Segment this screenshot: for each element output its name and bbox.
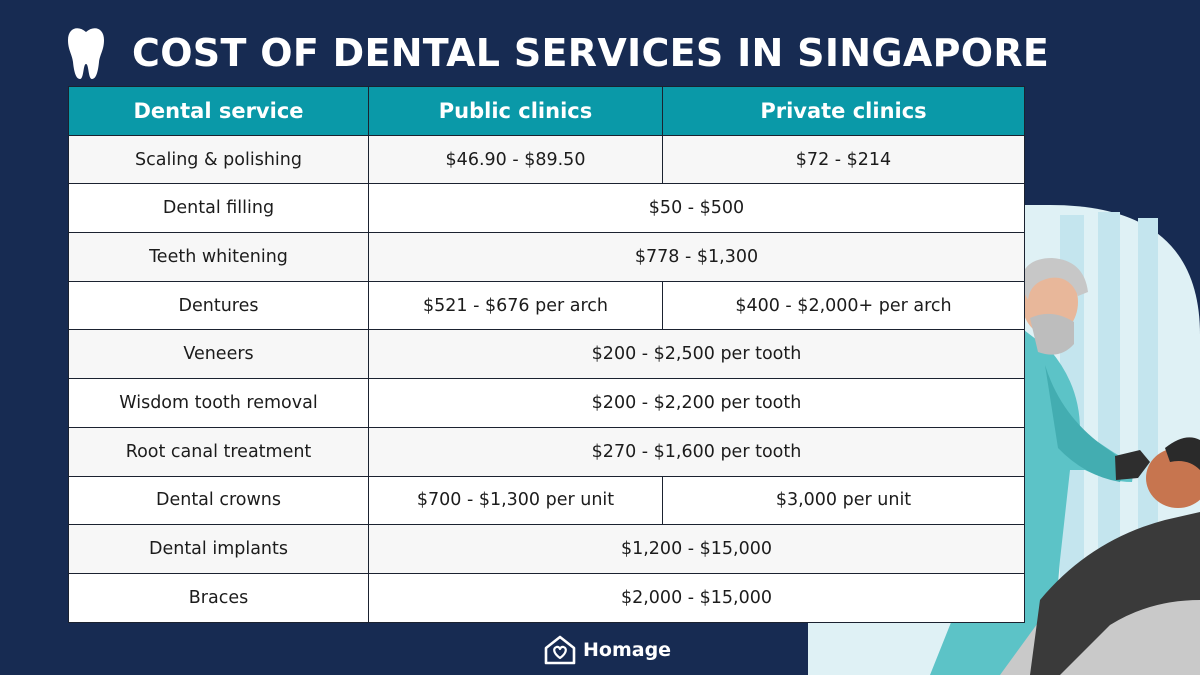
tooth-icon [68, 28, 104, 79]
dentist-mask [1030, 313, 1074, 355]
table-row: Braces $2,000 - $15,000 [68, 572, 1025, 623]
table-row: Dental crowns $700 - $1,300 per unit $3,… [68, 475, 1025, 526]
table-header-row: Dental service Public clinics Private cl… [68, 86, 1025, 136]
window-pane-3 [1138, 218, 1158, 675]
table-row: Dental filling $50 - $500 [68, 183, 1025, 234]
header: COST OF DENTAL SERVICES IN SINGAPORE [66, 22, 1049, 84]
table-row: Veneers $200 - $2,500 per tooth [68, 329, 1025, 380]
table-row: Scaling & polishing $46.90 - $89.50 $72 … [68, 134, 1025, 185]
dentist-head [1022, 268, 1078, 336]
service-cell: Dentures [68, 280, 369, 331]
table-row: Root canal treatment $270 - $1,600 per t… [68, 426, 1025, 477]
patient-body [1030, 512, 1200, 675]
header-dental-service: Dental service [68, 86, 369, 136]
combined-price-cell: $50 - $500 [368, 183, 1025, 234]
combined-price-cell: $200 - $2,200 per tooth [368, 378, 1025, 428]
private-price-cell: $72 - $214 [662, 134, 1025, 185]
service-cell: Braces [68, 572, 369, 623]
private-price-cell: $400 - $2,000+ per arch [662, 280, 1025, 331]
header-private-clinics: Private clinics [662, 86, 1025, 136]
table-row: Teeth whitening $778 - $1,300 [68, 232, 1025, 282]
public-price-cell: $700 - $1,300 per unit [368, 475, 663, 526]
patient-chair [1000, 530, 1200, 675]
combined-price-cell: $270 - $1,600 per tooth [368, 426, 1025, 477]
combined-price-cell: $1,200 - $15,000 [368, 524, 1025, 574]
page-title: COST OF DENTAL SERVICES IN SINGAPORE [132, 31, 1050, 75]
dentist-glove [1115, 450, 1150, 480]
dentist-hair [1020, 258, 1088, 300]
service-cell: Teeth whitening [68, 232, 369, 282]
service-cell: Veneers [68, 329, 369, 380]
home-heart-icon [544, 635, 576, 665]
dentist-arm [1045, 365, 1126, 482]
table-row: Dental implants $1,200 - $15,000 [68, 524, 1025, 574]
service-cell: Root canal treatment [68, 426, 369, 477]
table-row: Wisdom tooth removal $200 - $2,200 per t… [68, 378, 1025, 428]
service-cell: Scaling & polishing [68, 134, 369, 185]
table-row: Dentures $521 - $676 per arch $400 - $2,… [68, 280, 1025, 331]
window-pane-2 [1098, 212, 1120, 675]
private-price-cell: $3,000 per unit [662, 475, 1025, 526]
service-cell: Dental implants [68, 524, 369, 574]
combined-price-cell: $200 - $2,500 per tooth [368, 329, 1025, 380]
patient-head [1146, 448, 1200, 508]
header-public-clinics: Public clinics [368, 86, 663, 136]
patient-hair [1165, 437, 1200, 470]
brand-logo: Homage [543, 632, 671, 668]
service-cell: Wisdom tooth removal [68, 378, 369, 428]
combined-price-cell: $2,000 - $15,000 [368, 572, 1025, 623]
dental-cost-table: Dental service Public clinics Private cl… [68, 86, 1025, 623]
public-price-cell: $46.90 - $89.50 [368, 134, 663, 185]
service-cell: Dental filling [68, 183, 369, 234]
service-cell: Dental crowns [68, 475, 369, 526]
window-pane-1 [1060, 215, 1084, 675]
combined-price-cell: $778 - $1,300 [368, 232, 1025, 282]
public-price-cell: $521 - $676 per arch [368, 280, 663, 331]
brand-name: Homage [583, 639, 672, 661]
